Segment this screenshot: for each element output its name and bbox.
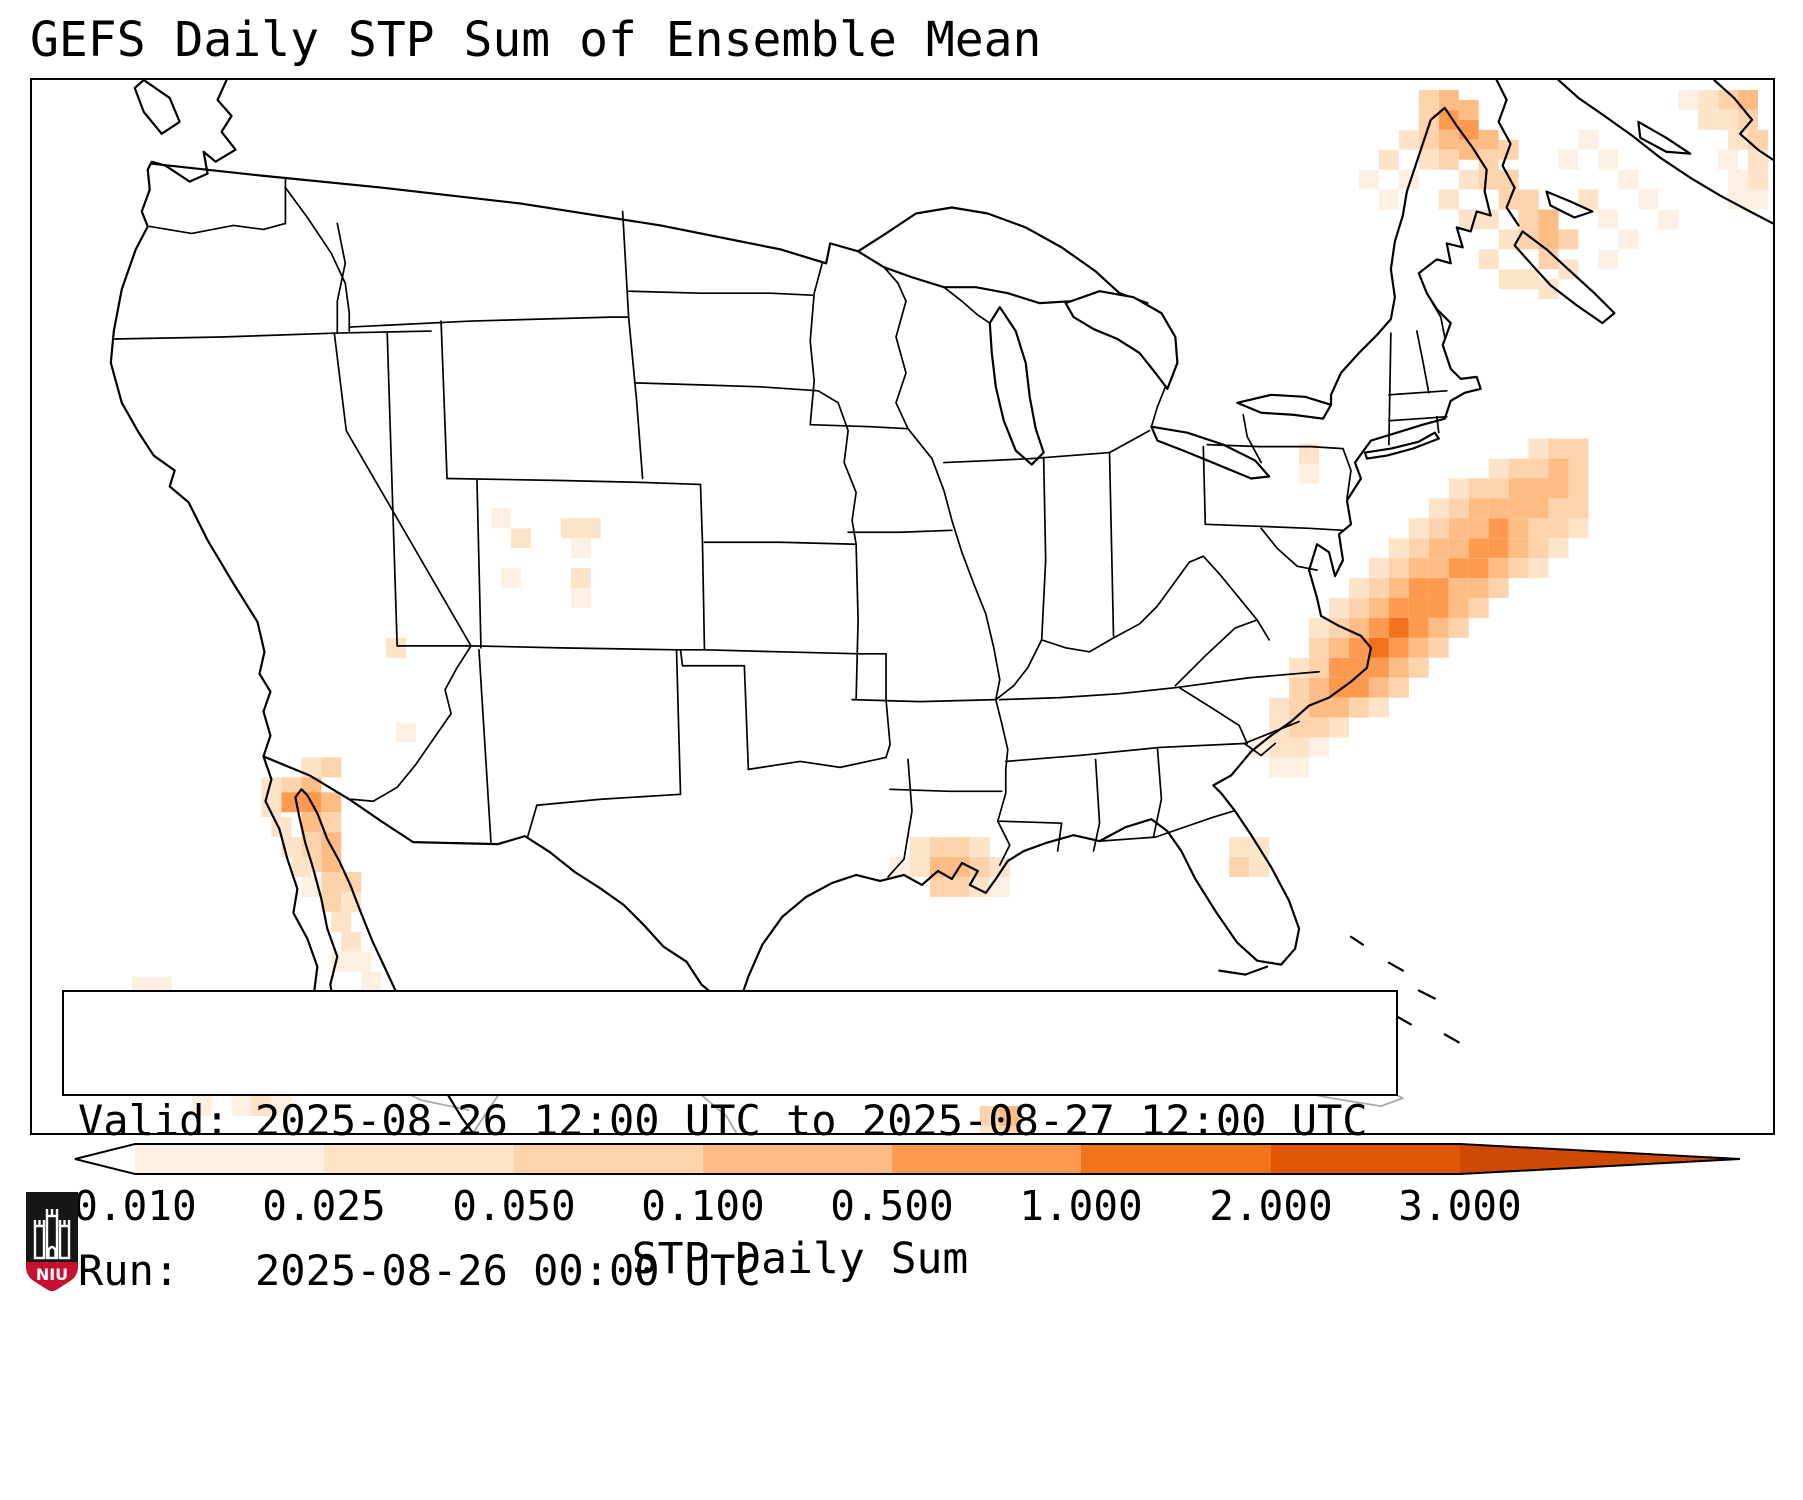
- coastlines: [109, 80, 1773, 1133]
- niu-logo: NIU: [26, 1192, 78, 1291]
- colorbar-tick-8: 3.000: [1398, 1182, 1522, 1230]
- colorbar-tick-3: 0.050: [452, 1182, 576, 1230]
- bahamas-islands: [1349, 935, 1460, 1044]
- colorbar-segment-7: [1271, 1144, 1461, 1174]
- colorbar-tick-1: 0.010: [73, 1182, 197, 1230]
- us-mexico-border: [262, 755, 738, 1013]
- lake-michigan: [988, 306, 1045, 466]
- colorbar: [74, 1143, 1741, 1175]
- state-borders: [112, 178, 1448, 878]
- run-text: Run: 2025-08-26 00:00 UTC: [78, 1246, 761, 1295]
- colorbar-segment-3: [514, 1144, 704, 1174]
- colorbar-tick-2: 0.025: [262, 1182, 386, 1230]
- st-lawrence-border: [1329, 214, 1404, 406]
- colorbar-under-arrow: [75, 1144, 135, 1174]
- colorbar-segment-5: [892, 1144, 1082, 1174]
- map-area: Valid: 2025-08-26 12:00 UTC to 2025-08-2…: [30, 78, 1775, 1295]
- colorbar-tick-5: 0.500: [830, 1182, 954, 1230]
- lake-huron: [1064, 290, 1179, 390]
- logo-red-band: [26, 1262, 78, 1291]
- us-map-svg: [91, 80, 1773, 1133]
- us-canada-border: [150, 162, 860, 265]
- logo-niu-text: NIU: [36, 1265, 68, 1284]
- info-box: Valid: 2025-08-26 12:00 UTC to 2025-08-2…: [62, 990, 1398, 1295]
- new-brunswick-coast: [1495, 80, 1520, 227]
- castle-icon: [33, 1209, 71, 1260]
- gulf-st-lawrence-shore: [1557, 80, 1773, 225]
- nova-scotia: [1513, 230, 1616, 325]
- anticosti-island: [1637, 120, 1692, 155]
- colorbar-tick-4: 0.100: [641, 1182, 765, 1230]
- lake-erie: [1150, 425, 1271, 480]
- gulf-atlantic-coast: [735, 210, 1492, 1013]
- newfoundland-corner: [1713, 80, 1773, 161]
- colorbar-segment-1: [135, 1144, 325, 1174]
- colorbar-segment-4: [703, 1144, 893, 1174]
- lake-ontario: [1236, 393, 1333, 420]
- page-title: GEFS Daily STP Sum of Ensemble Mean: [30, 12, 1042, 68]
- valid-text: Valid: 2025-08-26 12:00 UTC to 2025-08-2…: [78, 1096, 1368, 1145]
- maine-canada-border: [1401, 106, 1492, 217]
- pacific-coast: [109, 80, 475, 1133]
- colorbar-segment-2: [324, 1144, 515, 1174]
- colorbar-segment-6: [1081, 1144, 1272, 1174]
- colorbar-tick-7: 2.000: [1209, 1182, 1333, 1230]
- prince-edward-island: [1545, 190, 1594, 219]
- colorbar-over-arrow: [1460, 1144, 1740, 1174]
- long-island: [1363, 431, 1440, 460]
- colorbar-outline: [74, 1143, 1741, 1175]
- colorbar-label: STP Daily Sum: [631, 1234, 969, 1284]
- florida-keys: [1218, 965, 1269, 976]
- colorbar-tick-6: 1.000: [1019, 1182, 1143, 1230]
- great-lakes: [857, 206, 1333, 480]
- vancouver-island: [133, 80, 181, 135]
